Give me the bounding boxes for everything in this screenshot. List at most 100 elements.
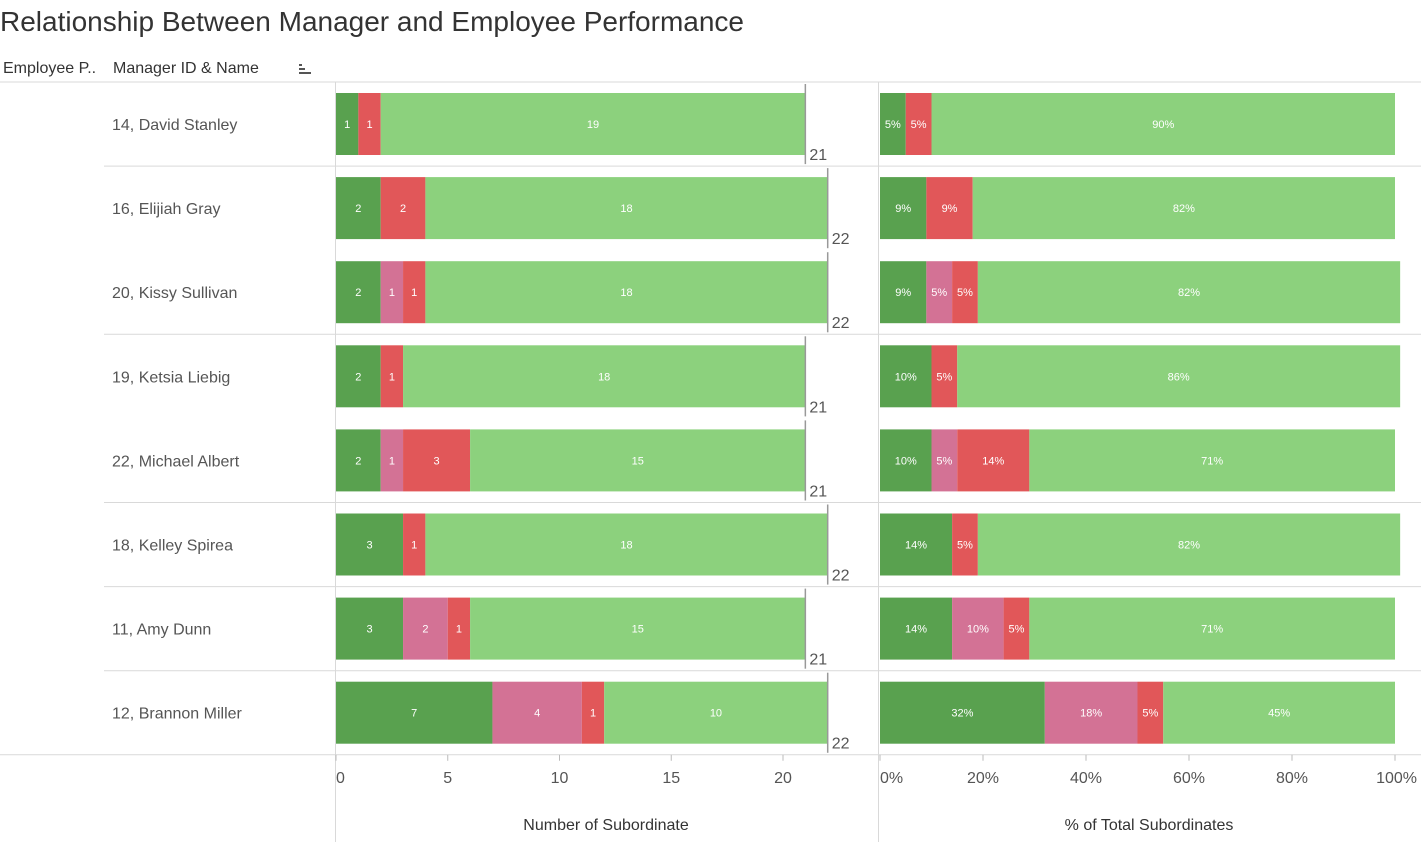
percent-bar-segment [931, 345, 958, 408]
count-axis-tick-label: 20 [774, 770, 792, 787]
count-bar-segment [447, 597, 471, 660]
count-bar-segment [492, 681, 582, 744]
total-label: 21 [809, 652, 827, 669]
count-data-label: 1 [389, 455, 395, 467]
percent-bar-segment [972, 177, 1395, 240]
percent-data-label: 90% [1152, 119, 1174, 131]
percent-data-label: 82% [1173, 203, 1195, 215]
percent-bar-segment [880, 513, 953, 576]
chart-title: Relationship Between Manager and Employe… [0, 6, 744, 37]
percent-data-label: 18% [1080, 708, 1102, 720]
percent-data-label: 71% [1201, 455, 1223, 467]
count-data-label: 15 [632, 624, 644, 636]
count-data-label: 1 [366, 119, 372, 131]
count-axis-tick-label: 15 [662, 770, 680, 787]
percent-axis-tick-label: 60% [1173, 770, 1205, 787]
percent-data-label: 5% [1142, 708, 1158, 720]
percent-axis-tick-label: 0% [880, 770, 903, 787]
percent-bar-segment [1044, 681, 1138, 744]
percent-bar-segment [926, 177, 973, 240]
percent-bar-segment [880, 261, 927, 324]
percent-bar-segment [1163, 681, 1395, 744]
percent-data-label: 82% [1178, 287, 1200, 299]
count-bar-segment [425, 513, 828, 576]
manager-label: 11, Amy Dunn [112, 622, 211, 639]
count-data-label: 4 [534, 708, 540, 720]
percent-data-label: 5% [931, 287, 947, 299]
percent-data-label: 5% [957, 540, 973, 552]
count-bar-segment [425, 261, 828, 324]
percent-bar-segment [977, 513, 1401, 576]
count-axis-title: Number of Subordinate [523, 817, 689, 834]
count-data-label: 1 [411, 287, 417, 299]
count-data-label: 1 [590, 708, 596, 720]
count-bar-segment [336, 345, 381, 408]
count-data-label: 3 [366, 624, 372, 636]
percent-bar-segment [880, 177, 927, 240]
percent-data-label: 9% [895, 203, 911, 215]
count-data-label: 18 [620, 287, 632, 299]
percent-data-label: 14% [982, 455, 1004, 467]
percent-bar-segment [905, 93, 932, 155]
percent-bar-segment [1137, 681, 1164, 744]
percent-data-label: 5% [885, 119, 901, 131]
manager-label: 22, Michael Albert [112, 453, 240, 470]
count-bar-segment [380, 429, 404, 492]
count-bar-segment [358, 93, 381, 155]
count-bar-segment [336, 177, 381, 240]
employee-performance-column-header[interactable]: Employee P.. [3, 60, 97, 77]
manager-label: 16, Elijiah Gray [112, 201, 221, 218]
percent-bar-segment [880, 681, 1045, 744]
percent-data-label: 10% [967, 624, 989, 636]
count-bar-segment [336, 513, 404, 576]
count-axis-tick-label: 5 [443, 770, 452, 787]
count-data-label: 2 [355, 287, 361, 299]
sort-icon[interactable] [298, 62, 312, 76]
percent-bar-segment [931, 429, 958, 492]
percent-bar-segment [952, 261, 978, 324]
percent-data-label: 86% [1168, 371, 1190, 383]
percent-data-label: 14% [905, 624, 927, 636]
percent-data-label: 14% [905, 540, 927, 552]
percent-bar-segment [880, 345, 932, 408]
count-bar-segment [380, 345, 404, 408]
percent-bar-segment [1029, 429, 1395, 492]
count-data-label: 3 [366, 540, 372, 552]
percent-axis-tick-label: 100% [1376, 770, 1417, 787]
percent-data-label: 5% [911, 119, 927, 131]
count-bar-segment [403, 345, 806, 408]
percent-data-label: 45% [1268, 708, 1290, 720]
total-label: 21 [809, 483, 827, 500]
count-axis-tick-label: 10 [551, 770, 569, 787]
count-data-label: 1 [456, 624, 462, 636]
percent-bar-segment [880, 93, 906, 155]
count-data-label: 2 [355, 203, 361, 215]
percent-axis-tick-label: 80% [1276, 770, 1308, 787]
percent-axis-tick-label: 20% [967, 770, 999, 787]
manager-column-header[interactable]: Manager ID & Name [113, 60, 259, 77]
count-bar-segment [336, 93, 359, 155]
percent-bar-segment [880, 597, 953, 660]
percent-data-label: 5% [936, 455, 952, 467]
count-bar-segment [581, 681, 605, 744]
count-bar-segment [425, 177, 828, 240]
count-data-label: 2 [400, 203, 406, 215]
percent-bar-segment [977, 261, 1401, 324]
percent-bar-segment [952, 597, 1004, 660]
percent-axis-tick-label: 40% [1070, 770, 1102, 787]
percent-bar-segment [931, 93, 1395, 155]
percent-data-label: 9% [942, 203, 958, 215]
manager-label: 20, Kissy Sullivan [112, 285, 237, 302]
count-data-label: 2 [355, 455, 361, 467]
percent-bar-segment [1003, 597, 1030, 660]
count-data-label: 18 [620, 203, 632, 215]
count-data-label: 1 [389, 287, 395, 299]
count-data-label: 7 [411, 708, 417, 720]
percent-data-label: 71% [1201, 624, 1223, 636]
count-data-label: 1 [411, 540, 417, 552]
count-data-label: 18 [598, 371, 610, 383]
count-data-label: 2 [422, 624, 428, 636]
count-bar-segment [470, 597, 806, 660]
percent-bar-segment [926, 261, 953, 324]
count-bar-segment [380, 261, 404, 324]
